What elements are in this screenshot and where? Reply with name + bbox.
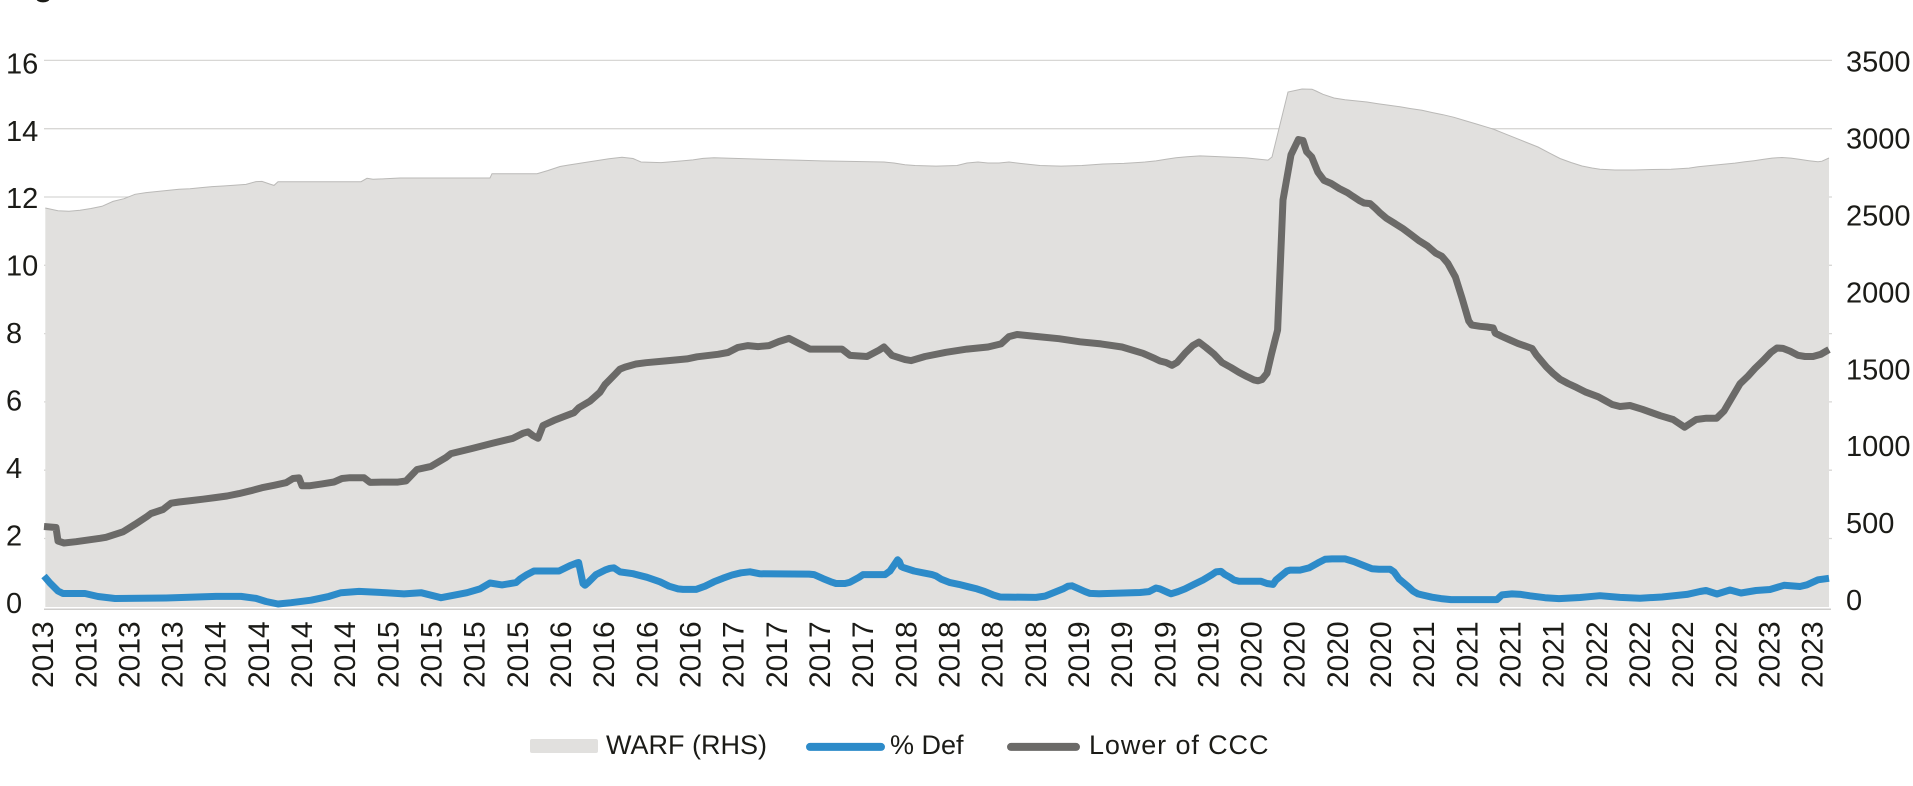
svg-text:2500: 2500: [1846, 201, 1911, 233]
svg-text:2023: 2023: [1797, 621, 1830, 688]
svg-text:2020: 2020: [1322, 621, 1355, 688]
svg-text:2016: 2016: [675, 621, 708, 688]
svg-text:1000: 1000: [1846, 431, 1911, 463]
svg-text:2014: 2014: [243, 621, 276, 688]
svg-text:2017: 2017: [847, 621, 880, 688]
svg-text:2016: 2016: [545, 621, 578, 688]
svg-text:2015: 2015: [459, 621, 492, 688]
svg-text:2021: 2021: [1451, 621, 1484, 688]
svg-text:2015: 2015: [502, 621, 535, 688]
svg-text:14: 14: [6, 116, 38, 148]
svg-text:Lower of CCC: Lower of CCC: [1089, 730, 1269, 760]
svg-text:2022: 2022: [1667, 621, 1700, 688]
svg-text:2021: 2021: [1538, 621, 1571, 688]
svg-text:1500: 1500: [1846, 354, 1911, 386]
svg-text:2018: 2018: [977, 621, 1010, 688]
svg-text:8: 8: [6, 318, 22, 350]
svg-text:2018: 2018: [890, 621, 923, 688]
svg-text:2017: 2017: [761, 621, 794, 688]
svg-text:2000: 2000: [1846, 277, 1911, 309]
svg-text:2013: 2013: [113, 621, 146, 688]
svg-text:2: 2: [6, 521, 22, 553]
svg-text:2021: 2021: [1408, 621, 1441, 688]
svg-text:2014: 2014: [200, 621, 233, 688]
svg-text:2019: 2019: [1106, 621, 1139, 688]
svg-text:0: 0: [1846, 585, 1862, 617]
svg-text:6: 6: [6, 386, 22, 418]
svg-text:3000: 3000: [1846, 124, 1911, 156]
svg-text:4: 4: [6, 453, 22, 485]
svg-text:WARF (RHS): WARF (RHS): [606, 730, 767, 760]
svg-text:2021: 2021: [1495, 621, 1528, 688]
svg-text:2013: 2013: [70, 621, 103, 688]
svg-text:2018: 2018: [1020, 621, 1053, 688]
svg-text:2018: 2018: [934, 621, 967, 688]
svg-text:2013: 2013: [157, 621, 190, 688]
svg-text:2020: 2020: [1279, 621, 1312, 688]
svg-text:3500: 3500: [1846, 47, 1911, 79]
svg-text:2022: 2022: [1624, 621, 1657, 688]
svg-text:2015: 2015: [372, 621, 405, 688]
svg-text:12: 12: [6, 183, 38, 215]
svg-text:2019: 2019: [1063, 621, 1096, 688]
svg-text:2016: 2016: [631, 621, 664, 688]
svg-text:2019: 2019: [1192, 621, 1225, 688]
svg-text:% Def: % Def: [890, 730, 964, 760]
svg-text:2017: 2017: [804, 621, 837, 688]
svg-text:2014: 2014: [329, 621, 362, 688]
svg-text:2015: 2015: [416, 621, 449, 688]
svg-text:0: 0: [6, 588, 22, 620]
svg-text:2017: 2017: [718, 621, 751, 688]
svg-text:500: 500: [1846, 508, 1894, 540]
svg-text:10: 10: [6, 251, 38, 283]
svg-text:2022: 2022: [1581, 621, 1614, 688]
svg-text:2022: 2022: [1710, 621, 1743, 688]
svg-text:16: 16: [6, 48, 38, 80]
svg-text:2013: 2013: [27, 621, 60, 688]
svg-text:2020: 2020: [1236, 621, 1269, 688]
svg-text:2023: 2023: [1754, 621, 1787, 688]
svg-text:2016: 2016: [588, 621, 621, 688]
svg-text:2014: 2014: [286, 621, 319, 688]
svg-text:2020: 2020: [1365, 621, 1398, 688]
svg-text:2019: 2019: [1149, 621, 1182, 688]
